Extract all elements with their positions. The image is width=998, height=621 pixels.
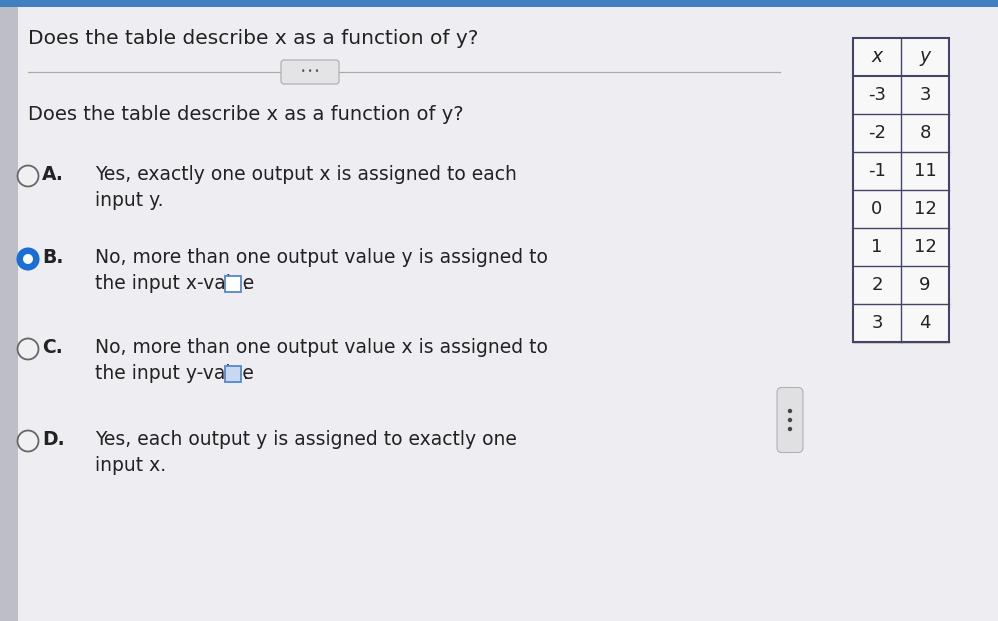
Circle shape: [787, 418, 792, 422]
Text: -3: -3: [868, 86, 886, 104]
Text: D.: D.: [42, 430, 65, 449]
Text: 3: 3: [919, 86, 931, 104]
Circle shape: [787, 409, 792, 413]
Text: -1: -1: [868, 162, 886, 180]
Text: 2: 2: [871, 276, 883, 294]
Text: the input y-value: the input y-value: [95, 364, 253, 383]
Circle shape: [23, 254, 33, 264]
Text: Yes, exactly one output x is assigned to each: Yes, exactly one output x is assigned to…: [95, 165, 517, 184]
Text: No, more than one output value y is assigned to: No, more than one output value y is assi…: [95, 248, 548, 267]
Text: the input x-value: the input x-value: [95, 274, 254, 293]
Text: 12: 12: [913, 238, 936, 256]
Text: .: .: [244, 364, 250, 383]
Text: B.: B.: [42, 248, 64, 267]
Text: 4: 4: [919, 314, 931, 332]
Circle shape: [787, 427, 792, 431]
Text: No, more than one output value x is assigned to: No, more than one output value x is assi…: [95, 338, 548, 357]
Text: Does the table describe x as a function of y?: Does the table describe x as a function …: [28, 106, 464, 124]
Text: y: y: [919, 47, 930, 66]
Text: A.: A.: [42, 165, 64, 184]
FancyBboxPatch shape: [226, 276, 242, 292]
Text: 12: 12: [913, 200, 936, 218]
Circle shape: [18, 166, 39, 186]
Text: • • •: • • •: [300, 68, 319, 76]
FancyBboxPatch shape: [0, 0, 998, 7]
Text: 3: 3: [871, 314, 883, 332]
Text: 0: 0: [871, 200, 882, 218]
Text: 9: 9: [919, 276, 931, 294]
Text: Does the table describe x as a function of y?: Does the table describe x as a function …: [28, 29, 478, 47]
Text: 11: 11: [913, 162, 936, 180]
Text: input y.: input y.: [95, 191, 164, 210]
FancyBboxPatch shape: [0, 7, 18, 621]
Text: 8: 8: [919, 124, 931, 142]
Text: input x.: input x.: [95, 456, 166, 475]
Text: 1: 1: [871, 238, 882, 256]
Circle shape: [18, 430, 39, 451]
FancyBboxPatch shape: [853, 38, 949, 342]
FancyBboxPatch shape: [777, 388, 803, 453]
Circle shape: [18, 338, 39, 360]
Text: -2: -2: [868, 124, 886, 142]
Text: C.: C.: [42, 338, 63, 357]
Text: Yes, each output y is assigned to exactly one: Yes, each output y is assigned to exactl…: [95, 430, 517, 449]
FancyBboxPatch shape: [281, 60, 339, 84]
Text: x: x: [871, 47, 882, 66]
Text: .: .: [244, 274, 250, 293]
Circle shape: [18, 248, 39, 270]
FancyBboxPatch shape: [226, 366, 242, 382]
